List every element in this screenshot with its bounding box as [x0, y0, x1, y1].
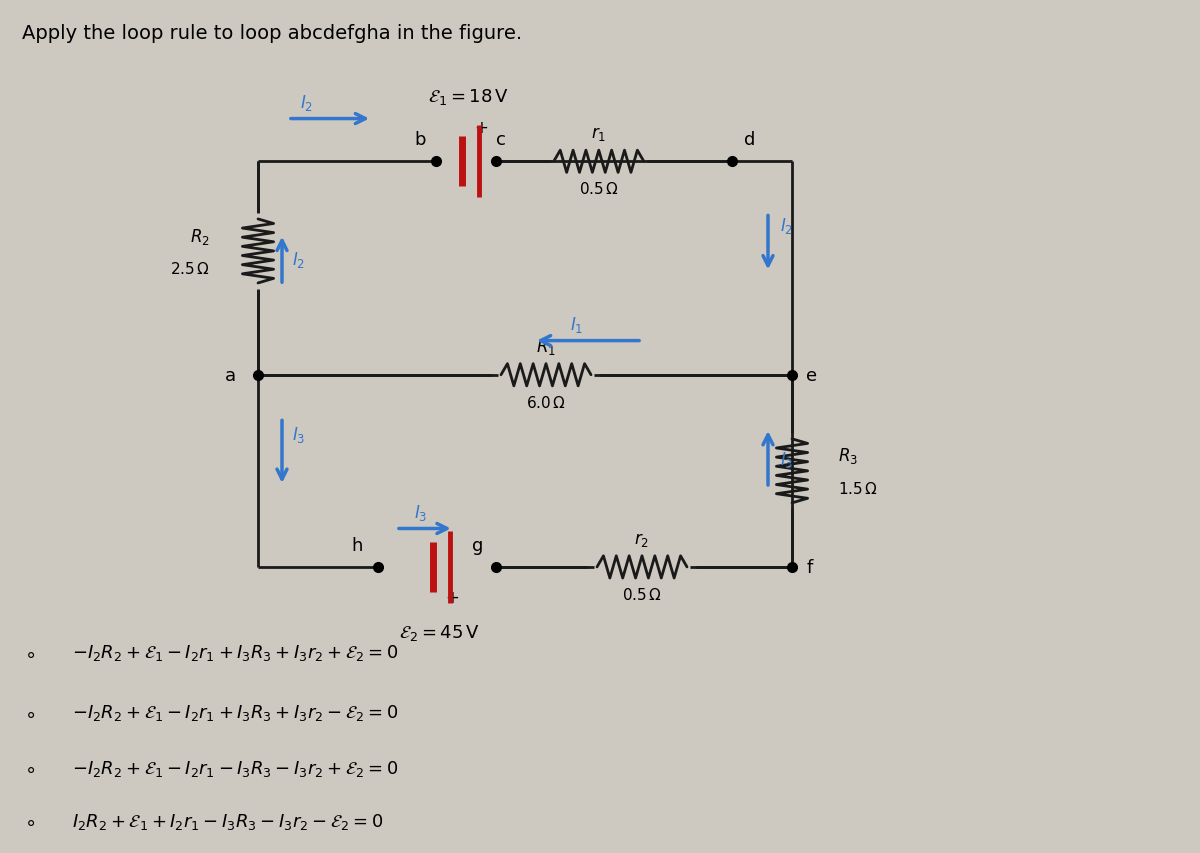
Text: g: g [473, 537, 484, 554]
Text: $I_1$: $I_1$ [570, 315, 583, 335]
Text: b: b [414, 131, 426, 149]
Text: $2.5\,\Omega$: $2.5\,\Omega$ [170, 261, 210, 276]
Text: $0.5\,\Omega$: $0.5\,\Omega$ [622, 586, 662, 602]
Text: e: e [806, 366, 817, 385]
Text: $r_2$: $r_2$ [635, 531, 649, 548]
Text: a: a [226, 366, 236, 385]
Text: $6.0\,\Omega$: $6.0\,\Omega$ [526, 394, 566, 410]
Text: $I_3$: $I_3$ [780, 450, 793, 469]
Text: +: + [445, 589, 460, 606]
Text: $R_3$: $R_3$ [838, 446, 858, 466]
Text: $I_3$: $I_3$ [292, 424, 305, 444]
Text: d: d [744, 131, 755, 149]
Text: c: c [496, 131, 505, 149]
Text: $\mathcal{E}_1 = 18\,\mathrm{V}$: $\mathcal{E}_1 = 18\,\mathrm{V}$ [427, 87, 509, 107]
Text: $I_2$: $I_2$ [292, 249, 305, 270]
Text: $0.5\,\Omega$: $0.5\,\Omega$ [578, 181, 619, 197]
Text: f: f [806, 558, 812, 577]
Text: $-I_2R_2 + \mathcal{E}_1 - I_2r_1 + I_3R_3 + I_3r_2 + \mathcal{E}_2 = 0$: $-I_2R_2 + \mathcal{E}_1 - I_2r_1 + I_3R… [72, 642, 398, 663]
Text: h: h [352, 537, 362, 554]
Text: $\circ$: $\circ$ [24, 811, 35, 830]
Text: $\mathcal{E}_2 = 45\,\mathrm{V}$: $\mathcal{E}_2 = 45\,\mathrm{V}$ [398, 623, 480, 642]
Text: $-I_2R_2 + \mathcal{E}_1 - I_2r_1 - I_3R_3 - I_3r_2 + \mathcal{E}_2 = 0$: $-I_2R_2 + \mathcal{E}_1 - I_2r_1 - I_3R… [72, 757, 398, 778]
Text: $-I_2R_2 + \mathcal{E}_1 - I_2r_1 + I_3R_3 + I_3r_2 - \mathcal{E}_2 = 0$: $-I_2R_2 + \mathcal{E}_1 - I_2r_1 + I_3R… [72, 702, 398, 722]
Text: $I_2$: $I_2$ [780, 215, 793, 235]
Text: $\circ$: $\circ$ [24, 703, 35, 722]
Text: $R_1$: $R_1$ [536, 337, 556, 357]
Text: $I_3$: $I_3$ [414, 502, 427, 523]
Text: $I_2$: $I_2$ [300, 93, 313, 113]
Text: Apply the loop rule to loop abcdefgha in the figure.: Apply the loop rule to loop abcdefgha in… [22, 24, 522, 43]
Text: $\circ$: $\circ$ [24, 643, 35, 662]
Text: $r_1$: $r_1$ [592, 125, 606, 143]
Text: +: + [474, 119, 488, 136]
Text: $R_2$: $R_2$ [190, 226, 210, 247]
Text: $I_2R_2 + \mathcal{E}_1 + I_2r_1 - I_3R_3 - I_3r_2 - \mathcal{E}_2 = 0$: $I_2R_2 + \mathcal{E}_1 + I_2r_1 - I_3R_… [72, 810, 383, 831]
Text: $1.5\,\Omega$: $1.5\,\Omega$ [838, 480, 877, 496]
Text: $\circ$: $\circ$ [24, 758, 35, 777]
